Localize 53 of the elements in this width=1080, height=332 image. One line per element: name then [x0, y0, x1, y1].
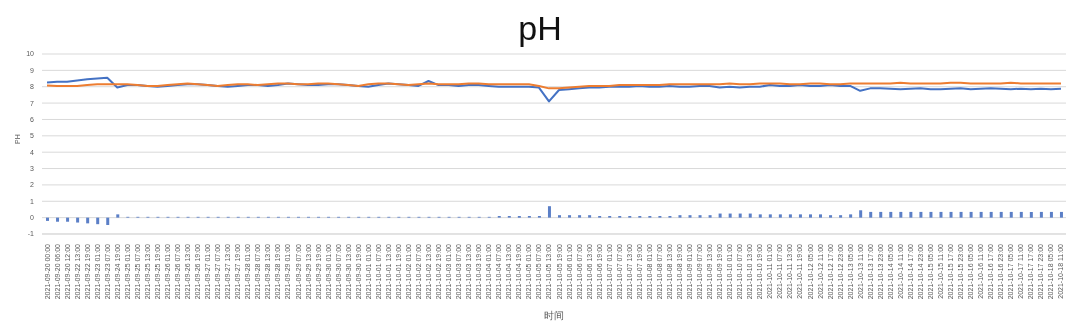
bar — [46, 217, 49, 221]
bar — [558, 215, 561, 218]
bar — [969, 211, 973, 218]
bar — [839, 215, 843, 218]
bar — [999, 211, 1003, 218]
bar — [778, 214, 782, 218]
bar — [849, 214, 853, 218]
bar — [889, 211, 893, 218]
x-axis-title: 时间 — [544, 310, 564, 321]
bar — [899, 211, 903, 218]
bar — [909, 211, 913, 218]
bar — [1049, 211, 1053, 218]
bar — [698, 215, 702, 218]
bar — [1029, 211, 1033, 218]
bar — [588, 215, 592, 218]
bar — [919, 211, 923, 218]
chart-title: pH — [517, 8, 563, 48]
bar — [678, 215, 682, 218]
bar — [547, 206, 551, 218]
bar — [728, 213, 732, 218]
bar — [568, 215, 572, 218]
bar — [869, 211, 873, 218]
bar — [688, 215, 692, 218]
bar — [959, 211, 963, 218]
bar — [788, 214, 792, 218]
bar — [76, 217, 80, 223]
bar — [859, 210, 863, 218]
bar — [1039, 211, 1043, 218]
bar — [748, 213, 752, 218]
bar — [768, 214, 772, 218]
bar — [829, 215, 833, 218]
bar — [949, 211, 953, 218]
bar — [96, 217, 100, 225]
bar — [989, 211, 993, 218]
bar — [929, 211, 933, 218]
bar — [939, 211, 943, 218]
bar — [708, 215, 712, 218]
bar — [578, 215, 582, 218]
bar — [819, 214, 823, 218]
bar — [798, 214, 802, 218]
bar — [116, 214, 120, 218]
bar — [1019, 211, 1023, 218]
bar — [808, 214, 812, 218]
bar — [106, 217, 110, 225]
bar — [56, 217, 60, 222]
bar — [738, 213, 742, 218]
bar — [1009, 211, 1013, 218]
bar — [66, 217, 70, 222]
bar — [718, 213, 722, 218]
bar — [758, 214, 762, 218]
bar — [979, 211, 983, 218]
bar — [879, 211, 883, 218]
bar — [1059, 211, 1063, 218]
